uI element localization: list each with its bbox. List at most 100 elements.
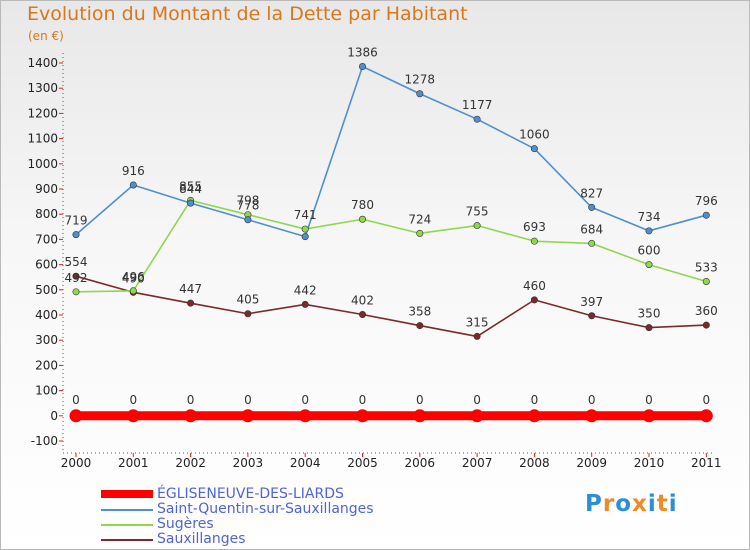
series-point-1 [244,216,252,224]
legend-swatch [101,509,153,511]
logo-letter: i [668,491,678,517]
series-point-1 [129,181,137,189]
series-point-2 [473,222,481,230]
logo-letter: i [647,491,657,517]
series-point-0 [241,409,255,423]
legend-label: ÉGLISENEUVE-DES-LIARDS [157,486,344,502]
series-point-1 [187,199,195,207]
data-label: 0 [702,393,710,407]
x-tick-label: 2006 [405,456,436,470]
data-label: 0 [129,393,137,407]
data-label: 755 [466,205,489,219]
series-point-0 [699,409,713,423]
data-label: 533 [695,260,718,274]
data-label: 0 [588,393,596,407]
data-label: 0 [72,393,80,407]
series-point-2 [702,277,710,285]
data-label: 358 [408,305,431,319]
data-label: 796 [695,194,718,208]
series-point-0 [585,409,599,423]
series-point-0 [69,409,83,423]
data-label: 397 [580,295,603,309]
x-tick-label: 2008 [519,456,550,470]
series-point-0 [642,409,656,423]
logo-letter: r [602,491,616,517]
series-point-3 [244,310,252,318]
data-label: 827 [580,186,603,200]
data-label: 315 [466,315,489,329]
series-line-1 [75,65,707,238]
series-point-3 [358,310,366,318]
data-label: 492 [65,271,88,285]
legend-label: Sauxillanges [157,531,246,547]
data-label: 405 [236,293,259,307]
series-point-1 [473,115,481,123]
data-label: 442 [294,283,317,297]
series-point-2 [129,287,137,295]
data-label: 496 [122,270,145,284]
legend-swatch [101,524,153,526]
series-point-0 [413,409,427,423]
y-tick-label: 1100 [27,132,58,146]
y-tick-label: 1400 [27,56,58,70]
series-point-2 [301,225,309,233]
series-point-1 [645,227,653,235]
data-label: 0 [473,393,481,407]
data-label: 780 [351,198,374,212]
data-label: 734 [638,210,661,224]
legend-swatch [101,539,153,541]
data-label: 1060 [519,128,550,142]
logo-letter: t [656,491,669,517]
data-label: 684 [580,222,603,236]
data-label: 724 [408,212,431,226]
series-point-1 [702,211,710,219]
series-point-3 [702,321,710,329]
chart-title: Evolution du Montant de la Dette par Hab… [27,3,468,25]
data-label: 0 [244,393,252,407]
logo-letter: o [615,491,633,517]
series-point-3 [530,296,538,304]
series-point-3 [72,272,80,280]
y-tick-label: -100 [31,434,58,448]
series-point-2 [416,229,424,237]
series-point-3 [187,299,195,307]
y-tick-label: 100 [35,384,58,398]
y-tick-label: 200 [35,358,58,372]
data-label: 855 [179,179,202,193]
data-label: 554 [65,255,88,269]
x-tick-label: 2004 [290,456,321,470]
series-point-0 [527,409,541,423]
series-point-3 [301,300,309,308]
legend-label: Sugères [157,516,214,532]
x-tick-label: 2010 [634,456,665,470]
series-point-0 [470,409,484,423]
data-label: 360 [695,304,718,318]
y-tick-label: 400 [35,308,58,322]
y-tick-label: 900 [35,182,58,196]
series-point-1 [358,63,366,71]
series-point-0 [356,409,369,423]
series-point-0 [126,409,140,423]
data-label: 0 [359,393,367,407]
data-label: 0 [416,393,424,407]
data-label: 0 [187,393,195,407]
data-label: 490 [122,271,145,285]
x-tick-label: 2000 [61,456,92,470]
series-point-3 [645,324,653,332]
series-point-2 [588,239,596,247]
series-point-3 [473,332,481,340]
data-label: 402 [351,293,374,307]
series-point-1 [416,90,424,98]
x-tick-label: 2005 [347,456,378,470]
series-point-2 [72,288,80,296]
data-label: 447 [179,282,202,296]
legend-swatch [101,490,153,498]
series-line-3 [75,275,707,338]
x-tick-label: 2003 [233,456,264,470]
data-label: 350 [638,307,661,321]
data-label: 1177 [462,98,493,112]
series-point-2 [358,215,366,223]
series-line-2 [75,199,707,293]
data-label: 0 [531,393,539,407]
